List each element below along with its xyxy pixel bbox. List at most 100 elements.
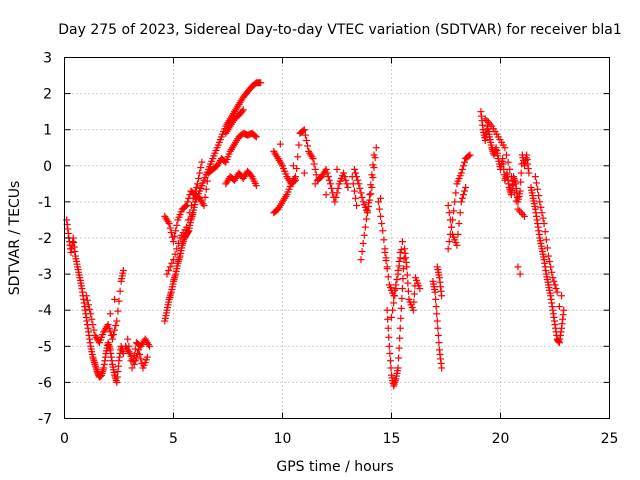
data-point [433, 310, 441, 318]
data-points [63, 79, 568, 390]
data-point [509, 181, 517, 189]
data-point [350, 165, 358, 173]
data-point [379, 227, 387, 235]
y-tick-label: 0 [43, 159, 52, 175]
data-point [331, 198, 339, 206]
y-tick-label: -2 [38, 231, 52, 247]
data-point [536, 198, 544, 206]
data-point [362, 215, 370, 223]
data-point [398, 285, 406, 293]
data-point [409, 306, 417, 314]
data-point [342, 176, 350, 184]
data-point [403, 271, 411, 279]
data-point [388, 313, 395, 321]
data-point [184, 198, 192, 206]
data-point [410, 298, 418, 306]
data-point [186, 209, 194, 217]
data-point [247, 171, 255, 179]
data-point [128, 364, 136, 372]
data-point [451, 198, 459, 206]
data-point [395, 344, 403, 352]
data-point [353, 173, 361, 181]
data-point [543, 244, 551, 252]
data-point [112, 322, 120, 330]
data-point [538, 209, 546, 217]
data-point [310, 160, 318, 168]
data-point [555, 303, 563, 311]
data-point [353, 202, 361, 210]
data-point [383, 265, 391, 273]
data-point [519, 211, 527, 219]
data-point [195, 174, 203, 182]
data-point [301, 131, 309, 139]
data-point [114, 307, 122, 315]
data-point [119, 350, 127, 358]
data-point [397, 314, 405, 322]
data-point [366, 196, 374, 204]
data-point [534, 185, 542, 193]
data-point [385, 342, 393, 350]
data-point [137, 355, 145, 363]
data-point [203, 177, 211, 185]
data-point [290, 177, 298, 185]
data-point [294, 153, 302, 161]
data-point [397, 246, 405, 254]
y-tick-label: -3 [38, 267, 52, 283]
data-point [333, 189, 341, 197]
data-point [352, 169, 360, 177]
data-point [87, 310, 95, 318]
data-point [378, 220, 386, 228]
y-tick-label: -6 [38, 375, 52, 391]
data-point [113, 317, 121, 325]
data-point [390, 292, 398, 300]
data-point [400, 255, 408, 263]
y-tick-label: -5 [38, 339, 52, 355]
data-point [106, 310, 114, 318]
data-point [89, 321, 97, 329]
data-point [465, 152, 473, 160]
data-point [146, 342, 154, 350]
data-point [520, 212, 528, 220]
data-point [357, 189, 365, 197]
data-point [171, 250, 179, 258]
data-point [551, 281, 559, 289]
data-point [171, 232, 179, 240]
data-point [457, 198, 465, 206]
data-point [322, 191, 330, 199]
data-point [371, 154, 379, 162]
data-point [359, 239, 367, 247]
data-point [504, 158, 512, 166]
data-point [450, 207, 458, 215]
data-point [382, 257, 390, 265]
data-point [88, 315, 96, 323]
data-point [340, 169, 348, 177]
data-point [502, 151, 510, 159]
data-point [202, 185, 210, 193]
y-tick-label: -4 [38, 303, 52, 319]
data-point [108, 335, 116, 343]
data-point [358, 193, 366, 201]
data-point [369, 174, 377, 182]
data-point [364, 209, 372, 217]
data-point [187, 202, 195, 210]
data-point [537, 203, 545, 211]
data-point [239, 106, 247, 114]
data-point [458, 194, 466, 202]
data-point [560, 306, 568, 314]
data-point [323, 169, 331, 177]
data-point [361, 223, 369, 231]
data-point [357, 256, 365, 264]
data-point [517, 209, 525, 217]
data-point [459, 191, 467, 199]
data-point [200, 202, 208, 210]
y-tick-label: -7 [38, 412, 52, 428]
data-point [385, 333, 393, 341]
data-point [170, 256, 177, 264]
data-point [404, 279, 412, 287]
data-point [432, 303, 440, 311]
data-point [531, 173, 539, 181]
data-point [384, 324, 392, 332]
x-tick-labels: 0 5 10 15 20 25 [60, 431, 618, 447]
data-point [397, 304, 405, 312]
